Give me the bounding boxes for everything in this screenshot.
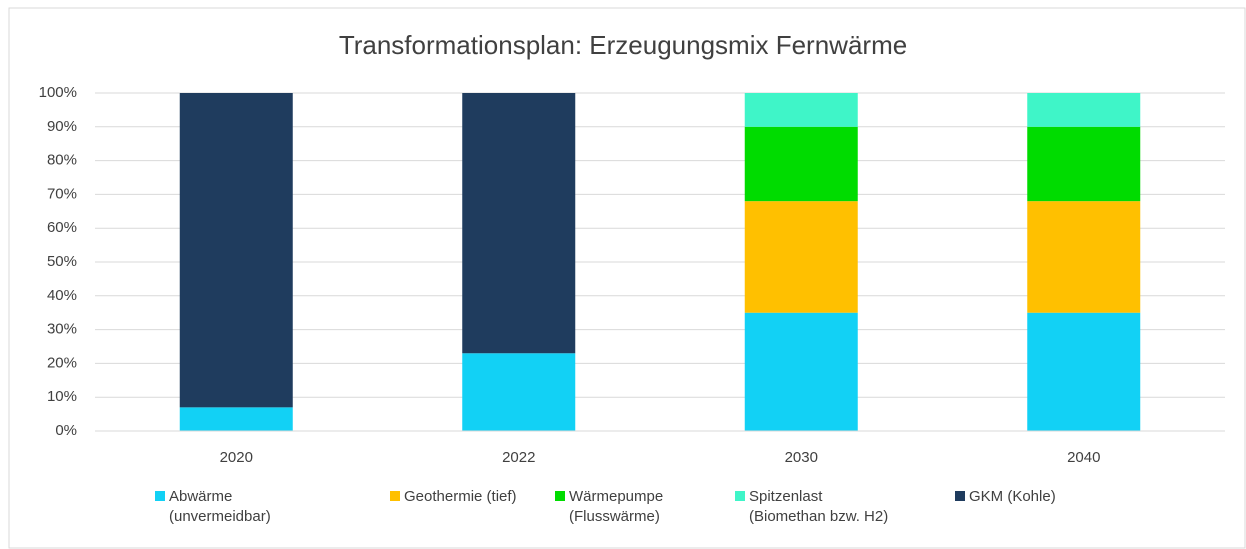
legend-label: GKM (Kohle) [969,488,1056,505]
bar-segment [179,407,293,431]
bar-segment [1027,126,1141,202]
y-tick-label: 40% [47,287,77,304]
bar-segment [1027,201,1141,313]
bar-segment [1027,312,1141,431]
y-tick-label: 20% [47,354,77,371]
bar-segment [462,93,576,354]
y-tick-label: 80% [47,152,77,169]
bar-segment [744,312,858,431]
y-tick-label: 50% [47,253,77,270]
legend-label: Geothermie (tief) [404,488,517,505]
bar-segment [744,201,858,313]
y-tick-label: 60% [47,219,77,236]
bar-segment [462,353,576,431]
x-tick-label: 2020 [220,449,253,466]
legend-label: Spitzenlast (Biomethan bzw. H2) [749,488,888,525]
bar-segment [744,93,858,127]
legend-swatch [735,491,745,501]
legend-label: Wärmepumpe (Flusswärme) [569,488,663,525]
legend-swatch [155,491,165,501]
x-tick-label: 2040 [1067,449,1100,466]
legend-swatch [555,491,565,501]
y-tick-label: 0% [55,422,77,439]
bar-segment [1027,93,1141,127]
y-tick-label: 10% [47,388,77,405]
y-tick-label: 70% [47,185,77,202]
y-tick-label: 90% [47,118,77,135]
y-tick-label: 30% [47,321,77,338]
x-tick-label: 2030 [785,449,818,466]
y-tick-label: 100% [39,84,77,101]
legend-swatch [955,491,965,501]
bar-segment [744,126,858,202]
legend-label: Abwärme (unvermeidbar) [169,488,271,525]
chart-title: Transformationsplan: Erzeugungsmix Fernw… [339,30,907,60]
x-tick-label: 2022 [502,449,535,466]
legend-swatch [390,491,400,501]
bar-segment [179,93,293,408]
